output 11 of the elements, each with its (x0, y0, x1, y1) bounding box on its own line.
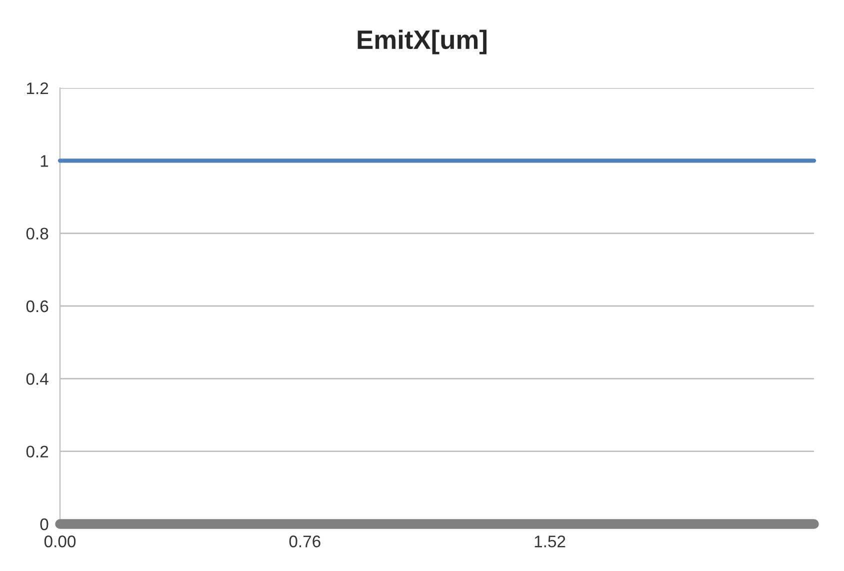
chart-title: EmitX[um] (358, 30, 486, 54)
x-tick-label: 0.00 (44, 536, 76, 548)
y-tick-label: 0 (40, 518, 48, 530)
y-tick-label: 0.8 (26, 228, 48, 240)
y-tick-label: 1.2 (26, 82, 48, 94)
y-tick-label: 0.4 (26, 373, 48, 385)
y-tick-label: 1 (40, 155, 48, 167)
y-tick-label: 0.2 (26, 446, 48, 458)
x-tick-label: 1.52 (534, 536, 566, 548)
x-tick-label: 0.76 (289, 536, 320, 548)
y-tick-label: 0.6 (26, 300, 48, 312)
